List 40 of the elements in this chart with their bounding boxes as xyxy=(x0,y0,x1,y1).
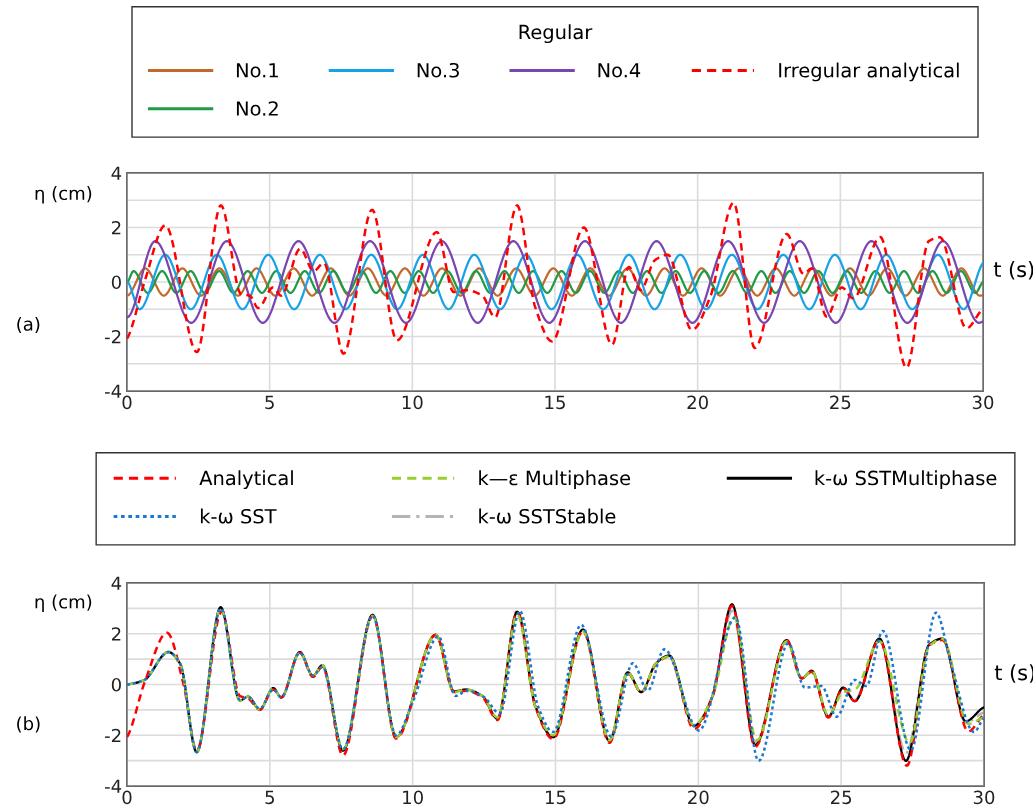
y-tick-label: 2 xyxy=(111,627,121,641)
y-tick-label: -2 xyxy=(105,728,121,743)
legend-label: k-ω SST xyxy=(200,508,277,524)
legend-label: k-ω SSTMultiphase xyxy=(815,470,997,490)
legend-label: k—ε Multiphase xyxy=(479,470,631,490)
legend-title: Regular xyxy=(519,24,593,44)
y-tick-label: -4 xyxy=(105,779,122,793)
text: (b) xyxy=(17,716,40,733)
x-tick-label: 0 xyxy=(122,790,132,805)
x-tick-label: 30 xyxy=(973,790,995,805)
x-tick-label: 30 xyxy=(972,395,994,410)
x-tick-label: 0 xyxy=(122,395,132,410)
y-tick-label: 0 xyxy=(111,677,121,692)
x-tick-label: 15 xyxy=(545,395,565,410)
legend-label: No.4 xyxy=(598,63,641,78)
x-tick-label: 25 xyxy=(831,790,852,805)
legend-label: No.3 xyxy=(417,62,459,78)
x-tick-label: 10 xyxy=(402,395,423,410)
x-tick-label: 5 xyxy=(265,395,274,410)
legend-label: No.2 xyxy=(236,101,278,116)
x-tick-label: 10 xyxy=(403,790,423,805)
text: (a) xyxy=(17,316,40,333)
legend-label: k-ω SSTStable xyxy=(479,508,616,524)
y-tick-label: 2 xyxy=(111,220,121,235)
y-axis-title: η (cm) xyxy=(35,594,92,613)
y-tick-label: 0 xyxy=(111,275,121,290)
y-tick-label: 4 xyxy=(111,166,122,180)
x-tick-label: 5 xyxy=(265,790,274,805)
y-tick-label: -2 xyxy=(105,329,121,344)
x-tick-label: 20 xyxy=(688,790,709,805)
y-tick-label: 4 xyxy=(111,576,122,590)
x-tick-label: 15 xyxy=(546,790,566,805)
legend-label: Analytical xyxy=(199,470,293,490)
y-axis-title: η (cm) xyxy=(35,186,92,204)
y-tick-label: -4 xyxy=(105,384,122,398)
x-tick-label: 25 xyxy=(830,395,851,410)
x-tick-label: 20 xyxy=(687,395,708,410)
x-axis-title: t (s) xyxy=(993,261,1033,280)
legend-label: No.1 xyxy=(236,63,278,78)
legend-label: Irregular analytical xyxy=(779,62,959,82)
